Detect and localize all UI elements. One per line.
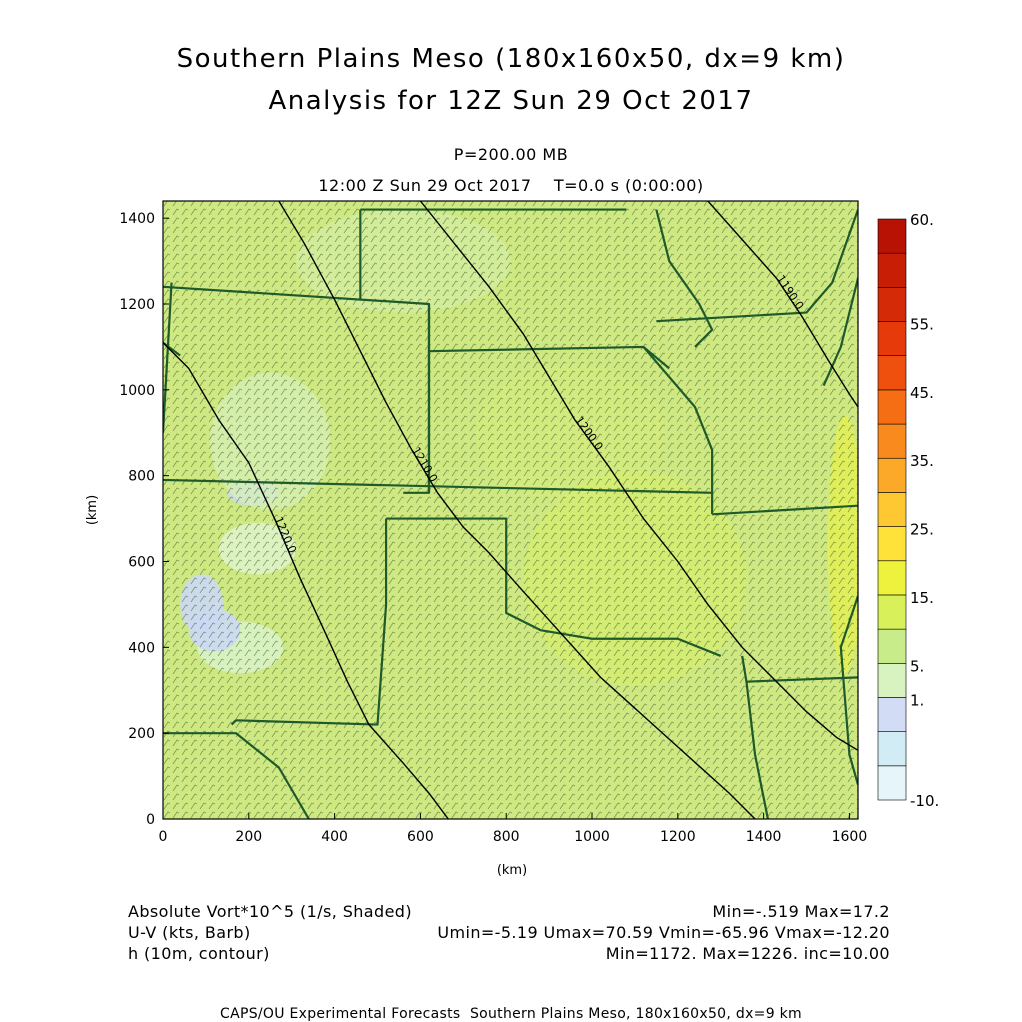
y-tick-label: 200: [128, 726, 155, 742]
state-border: [386, 517, 722, 657]
height-stats: Min=1172. Max=1226. inc=10.00: [605, 944, 890, 963]
x-tick-label: 1000: [574, 829, 610, 845]
colorbar-swatch: [877, 765, 907, 801]
x-tick-label: 1400: [746, 829, 782, 845]
colorbar-swatch: [877, 560, 907, 596]
height-contour: [278, 201, 756, 819]
x-tick-label: 1200: [660, 829, 696, 845]
height-contour: [707, 201, 858, 408]
colorbar-label: 1.: [910, 691, 924, 709]
state-border: [655, 209, 714, 348]
vorticity-field: [163, 201, 858, 819]
y-tick-label: 0: [146, 812, 155, 828]
colorbar-swatch: [877, 321, 907, 357]
x-tick-label: 200: [235, 829, 262, 845]
colorbar-label: 45.: [910, 384, 934, 402]
colorbar-swatch: [877, 526, 907, 562]
colorbar-label: 15.: [910, 589, 934, 607]
x-axis-label: (km): [497, 863, 527, 878]
colorbar-label: 60.: [910, 211, 934, 229]
colorbar-swatch: [877, 628, 907, 664]
plot-frame: [162, 200, 859, 820]
wind-barbs: [163, 201, 858, 819]
colorbar-swatch: [877, 662, 907, 698]
y-tick-label: 1400: [119, 211, 155, 227]
y-tick-label: 600: [128, 555, 155, 571]
wind-label: U-V (kts, Barb): [128, 923, 251, 942]
height-label: h (10m, contour): [128, 944, 270, 963]
y-tick-label: 800: [128, 469, 155, 485]
pressure-level: P=200.00 MB: [453, 145, 569, 164]
state-borders: [163, 208, 858, 819]
vort-stats: Min=-.519 Max=17.2: [712, 902, 890, 921]
title-line-2: Analysis for 12Z Sun 29 Oct 2017: [268, 86, 754, 116]
state-border: [163, 732, 310, 819]
x-axis: 0 200 400 600 800 1000 1200 1400 1600: [159, 813, 868, 845]
colorbar-swatch: [877, 731, 907, 767]
colorbar-label: -10.: [910, 792, 939, 810]
state-border: [656, 209, 858, 323]
colorbar-label: 55.: [910, 316, 934, 334]
y-axis: 0 200 400 600 800 1000 1200 1400: [119, 211, 169, 828]
wind-stats: Umin=-5.19 Umax=70.59 Vmin=-65.96 Vmax=-…: [437, 923, 890, 942]
y-tick-label: 1000: [119, 383, 155, 399]
title-line-1: Southern Plains Meso (180x160x50, dx=9 k…: [176, 44, 846, 74]
colorbar-swatch: [877, 457, 907, 493]
height-contour: [163, 342, 449, 819]
colorbar-swatch: [877, 218, 907, 254]
y-tick-label: 1200: [119, 297, 155, 313]
state-border: [163, 478, 713, 494]
colorbar-swatch: [877, 492, 907, 527]
x-tick-label: 600: [407, 829, 434, 845]
colorbar-swatch: [877, 389, 907, 425]
colorbar-swatch: [877, 287, 907, 322]
colorbar-swatch: [877, 423, 907, 459]
state-border: [712, 504, 858, 516]
x-tick-label: 1600: [832, 829, 868, 845]
x-tick-label: 400: [321, 829, 348, 845]
footer-credit: CAPS/OU Experimental Forecasts Southern …: [220, 1006, 802, 1022]
height-contour: [419, 201, 858, 751]
colorbar-swatch: [877, 697, 907, 732]
y-tick-label: 400: [128, 640, 155, 656]
colorbar-swatch: [877, 355, 907, 391]
state-border: [745, 681, 769, 819]
colorbar-label: 35.: [910, 452, 934, 470]
colorbar-label: 25.: [910, 521, 934, 539]
x-tick-label: 0: [159, 829, 168, 845]
valid-time: 12:00 Z Sun 29 Oct 2017 T=0.0 s (0:00:00…: [318, 176, 704, 195]
state-border: [163, 282, 173, 433]
state-border: [230, 518, 388, 726]
x-tick-label: 800: [493, 829, 520, 845]
state-border: [839, 595, 858, 785]
colorbar-swatch: [877, 252, 907, 288]
colorbar-label: 5.: [910, 657, 924, 675]
state-border: [642, 346, 714, 515]
vort-label: Absolute Vort*10^5 (1/s, Shaded): [128, 902, 413, 921]
colorbar: -10. 1. 5. 15. 25. 35. 45. 55. 60.: [877, 211, 939, 810]
colorbar-swatch: [877, 594, 907, 630]
state-border: [822, 277, 858, 386]
y-axis-label: (km): [85, 495, 100, 525]
